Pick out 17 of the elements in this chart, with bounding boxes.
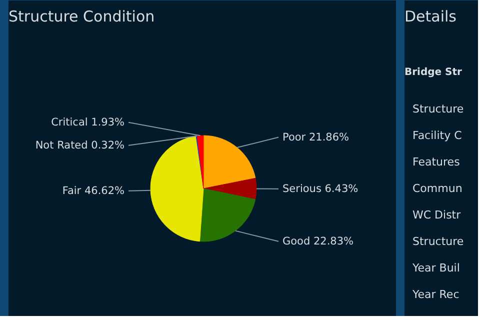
text: Year Rec: [412, 288, 460, 301]
text: Features: [412, 156, 460, 168]
text: Structure: [412, 235, 464, 248]
text: Bridge Str: [404, 67, 462, 78]
slice-label: Good 22.83%: [282, 235, 354, 248]
text: Facility C: [412, 129, 462, 142]
text: Structure: [412, 102, 464, 116]
slice-label: Critical 1.93%: [51, 116, 125, 128]
slice-label: Fair 46.62%: [62, 184, 125, 197]
slice-label: Not Rated 0.32%: [35, 139, 125, 152]
text: WC Distr: [412, 208, 462, 222]
text: Details: [404, 8, 457, 26]
slice-label: Poor 21.86%: [282, 131, 350, 144]
text: Commun: [412, 182, 462, 195]
slice-label: Serious 6.43%: [282, 182, 358, 195]
text: Year Buil: [412, 262, 460, 274]
chart-title: Structure Condition: [8, 8, 155, 26]
